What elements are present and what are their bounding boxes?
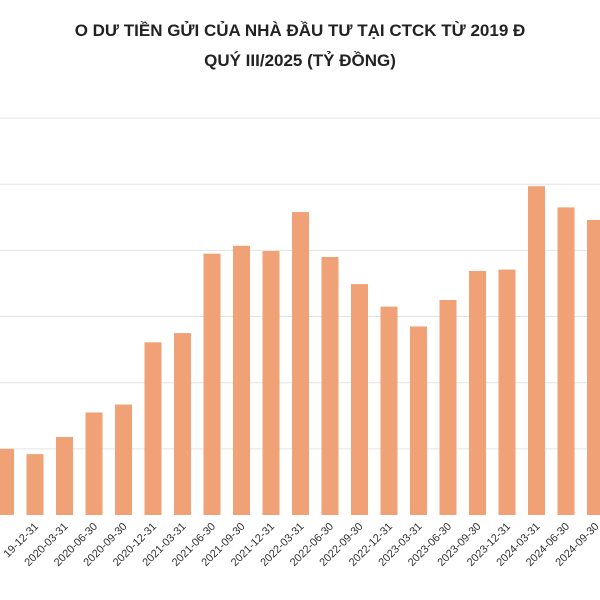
bar [439, 300, 457, 515]
bar [292, 212, 309, 515]
bar [144, 342, 162, 515]
bar [528, 186, 545, 515]
bar [262, 251, 280, 516]
bar [85, 412, 103, 515]
chart-title-line1: O DƯ TIỀN GỬI CỦA NHÀ ĐẦU TƯ TẠI CTCK TỪ… [75, 21, 526, 40]
bars [0, 186, 600, 516]
bar [56, 436, 73, 515]
x-axis-labels: 19-12-312020-03-312020-06-302020-09-3020… [1, 521, 600, 569]
bar [557, 207, 575, 515]
bar [498, 269, 516, 515]
bar [587, 219, 600, 515]
bar [351, 284, 368, 515]
bar [410, 326, 427, 515]
bar [115, 404, 132, 515]
chart-title-line2: QUÝ III/2025 (TỶ ĐỒNG) [204, 51, 396, 70]
bar [380, 306, 398, 515]
bar [469, 270, 486, 515]
bar [321, 257, 339, 515]
bar [174, 333, 191, 515]
bar [203, 253, 221, 515]
bar [26, 454, 44, 515]
bar [233, 245, 250, 515]
bar-partial-left [0, 448, 14, 515]
